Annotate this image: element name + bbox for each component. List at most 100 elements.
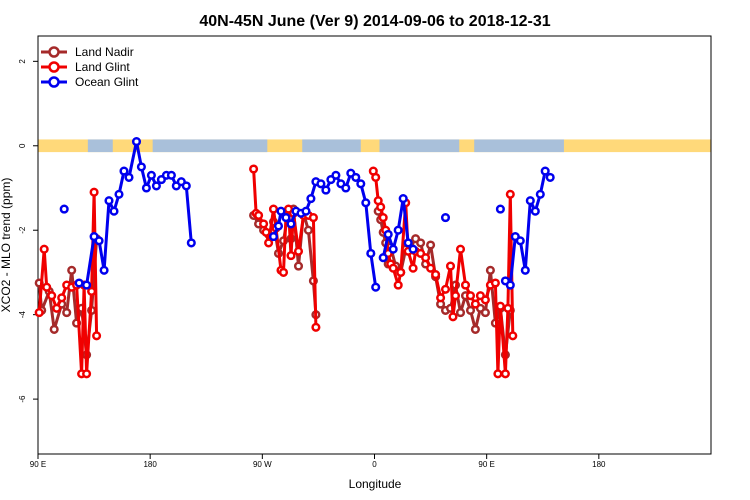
series-1-point-18 [254, 210, 264, 220]
series-0-point-6 [67, 265, 77, 275]
series-1-point-62 [465, 291, 476, 301]
legend-item-1: Land Glint [41, 60, 130, 74]
series-2-point-53 [403, 238, 413, 248]
series-1-point-20 [261, 227, 271, 237]
series-1-point-68 [493, 369, 503, 379]
series-0-point-23 [293, 261, 304, 271]
y-axis-label: XCO2 - MLO trend (ppm) [0, 178, 13, 313]
legend-marker-1 [48, 61, 60, 73]
series-0-point-40 [416, 238, 426, 248]
series-2-point-13 [136, 162, 146, 172]
series-1-point-69 [495, 301, 505, 311]
series-0-point-5 [62, 308, 72, 318]
series-2-point-19 [166, 170, 176, 180]
legend-label-0: Land Nadir [75, 45, 134, 59]
series-2-point-2 [74, 278, 84, 288]
x-tick-label-1: 180 [143, 460, 157, 469]
series-2-point-33 [306, 194, 316, 204]
y-tick-label-0: 2 [18, 59, 27, 64]
series-0-point-51 [470, 324, 480, 334]
series-1-point-39 [376, 202, 386, 212]
legend-label-2: Ocean Glint [75, 75, 139, 89]
series-2-point-69 [545, 172, 555, 182]
series-1-point-4 [52, 303, 62, 313]
series-1 [34, 164, 518, 379]
y-tick-label-1: 0 [18, 143, 27, 148]
series-1-point-0 [34, 308, 44, 318]
x-tick-label-2: 90 W [253, 460, 272, 469]
series-1-point-25 [278, 267, 289, 277]
chart-title: 40N-45N June (Ver 9) 2014-09-06 to 2018-… [199, 13, 550, 30]
x-axis-label: Longitude [349, 477, 402, 491]
series-2-point-46 [371, 282, 381, 292]
series-1-point-5 [57, 293, 67, 303]
series-2-point-54 [408, 244, 418, 254]
series-1-point-40 [378, 213, 388, 223]
series-2-point-35 [316, 179, 326, 189]
series-layer [34, 137, 555, 379]
series-1-point-67 [490, 278, 500, 288]
legend-item-0: Land Nadir [41, 45, 134, 59]
x-tick-label-0: 90 E [30, 460, 46, 469]
land-sea-strip [38, 139, 711, 153]
y-axis: 2 0 -2 -4 -6 [18, 59, 38, 403]
ocean-strip-segment-4 [474, 139, 564, 153]
series-1-point-73 [508, 331, 518, 341]
series-2-point-68 [540, 166, 550, 176]
series-1-point-65 [480, 295, 490, 305]
series-2-point-66 [530, 206, 540, 216]
series-1-point-63 [470, 299, 480, 309]
series-1-point-54 [431, 270, 441, 280]
series-1-point-19 [259, 219, 269, 229]
series-2-point-7 [104, 196, 114, 206]
series-1-point-70 [500, 369, 510, 379]
series-2-point-8 [109, 206, 119, 216]
series-1-point-11 [82, 369, 92, 379]
series-1-point-45 [393, 280, 403, 290]
series-2-point-61 [505, 280, 515, 290]
series-2-point-49 [383, 229, 393, 239]
series-1-point-52 [421, 253, 431, 263]
series-2-point-22 [181, 181, 191, 191]
series-1-point-56 [440, 284, 451, 294]
series-1-point-46 [396, 267, 406, 277]
series-1-point-72 [505, 189, 515, 199]
series-2-point-23 [186, 238, 196, 248]
series-2-point-28 [281, 213, 291, 223]
series-2-point-50 [388, 244, 398, 254]
series-0-point-54 [485, 265, 495, 275]
series-2-point-16 [151, 181, 161, 191]
series-1-point-60 [455, 244, 466, 254]
series-2 [59, 137, 555, 292]
legend-label-1: Land Glint [75, 60, 130, 74]
plot-frame [37, 35, 712, 455]
series-2-point-48 [378, 253, 388, 263]
ocean-strip-segment-3 [379, 139, 460, 153]
series-1-point-55 [436, 293, 446, 303]
series-2-point-15 [146, 170, 156, 180]
series-1-point-22 [268, 204, 279, 214]
y-tick-label-2: -2 [18, 226, 27, 234]
series-2-point-44 [361, 198, 371, 208]
series-2-point-64 [520, 265, 530, 275]
series-2-point-43 [356, 179, 366, 189]
series-1-point-71 [503, 303, 513, 313]
x-tick-label-4: 90 E [478, 460, 494, 469]
series-2-point-42 [351, 172, 361, 182]
series-0-point-42 [426, 240, 436, 250]
series-0-point-48 [455, 308, 466, 318]
series-1-point-34 [311, 322, 321, 332]
series-2-point-38 [331, 170, 341, 180]
series-2-point-36 [321, 185, 331, 195]
series-2-point-56 [440, 213, 451, 223]
series-1-point-57 [445, 261, 456, 271]
ocean-strip-segment-1 [152, 139, 268, 153]
series-2-point-14 [141, 183, 151, 193]
series-1-point-33 [308, 213, 318, 223]
legend-marker-0 [48, 46, 60, 58]
series-0-point-3 [49, 324, 59, 334]
series-2-point-12 [131, 137, 142, 147]
series-2-point-26 [273, 221, 284, 231]
x-tick-label-5: 180 [592, 460, 606, 469]
